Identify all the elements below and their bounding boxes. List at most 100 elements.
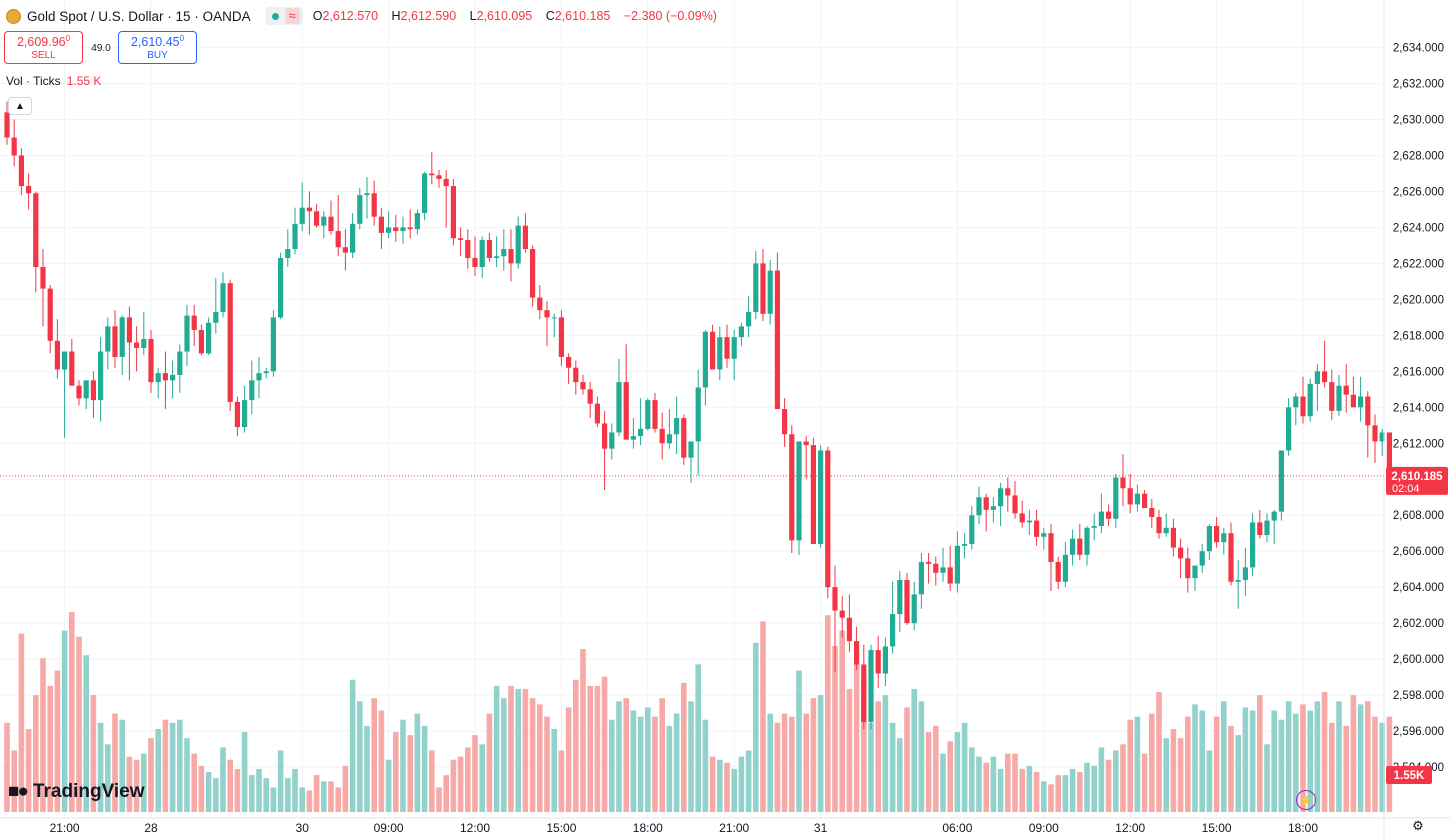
candle-body bbox=[753, 263, 759, 312]
candle-body bbox=[278, 258, 284, 318]
candle-body bbox=[875, 650, 881, 674]
volume-bar bbox=[357, 701, 363, 812]
candle-body bbox=[767, 270, 773, 314]
grid-lines bbox=[0, 0, 1384, 818]
price-tick-label: 2,600.000 bbox=[1393, 654, 1444, 666]
gear-icon[interactable]: ⚙ bbox=[1412, 818, 1424, 833]
candle-body bbox=[940, 567, 946, 573]
time-tick-label: 12:00 bbox=[460, 821, 490, 835]
volume-bar bbox=[501, 698, 507, 812]
collapse-legend-button[interactable]: ▲ bbox=[8, 97, 32, 115]
candle-body bbox=[105, 326, 111, 352]
volume-bar bbox=[954, 732, 961, 812]
volume-bar bbox=[1062, 775, 1069, 812]
wave-icon[interactable]: ≈ bbox=[284, 8, 300, 24]
spread-value: 49.0 bbox=[91, 43, 111, 54]
volume-bar bbox=[270, 787, 277, 812]
volume-bar bbox=[810, 698, 817, 812]
volume-bar bbox=[47, 685, 53, 812]
candle-body bbox=[1091, 526, 1097, 528]
volume-bar bbox=[1113, 750, 1119, 812]
candle-body bbox=[443, 178, 449, 187]
candle-body bbox=[854, 641, 860, 665]
volume-bar bbox=[515, 688, 521, 812]
market-status-pill[interactable]: ≈ bbox=[264, 7, 303, 25]
price-tick-label: 2,614.000 bbox=[1393, 402, 1444, 414]
volume-bar bbox=[1257, 695, 1263, 812]
volume-bar bbox=[436, 787, 442, 812]
price-tick-label: 2,620.000 bbox=[1393, 294, 1444, 306]
volume-bar bbox=[601, 676, 608, 812]
volume-bar bbox=[738, 756, 745, 812]
candle-body bbox=[1098, 511, 1104, 527]
candle-body bbox=[479, 240, 485, 268]
volume-legend-value: 1.55 K bbox=[66, 74, 102, 88]
volume-bar bbox=[666, 725, 673, 812]
open-value: 2,612.570 bbox=[322, 9, 379, 23]
volume-bar bbox=[969, 747, 975, 812]
volume-bar bbox=[321, 781, 327, 812]
volume-bar bbox=[781, 713, 788, 812]
candle-body bbox=[724, 337, 730, 359]
buy-button[interactable]: 2,610.450 BUY bbox=[118, 31, 197, 64]
candle-body bbox=[26, 186, 32, 194]
candle-body bbox=[926, 561, 932, 564]
time-axis[interactable]: 21:00 28 30 09:00 12:00 15:00 18:00 21:00 31 06:0… bbox=[0, 817, 1450, 835]
price-tick-label: 2,608.000 bbox=[1393, 510, 1444, 522]
price-axis[interactable]: 2,634.000 2,632.000 2,630.000 2,628.000 2,62… bbox=[1383, 0, 1448, 838]
candle-body bbox=[458, 238, 464, 241]
time-tick-label: 21:00 bbox=[50, 821, 80, 835]
volume-bar bbox=[198, 765, 205, 812]
volume-bar bbox=[11, 750, 17, 812]
price-tick-label: 2,626.000 bbox=[1393, 186, 1444, 198]
candle-body bbox=[242, 400, 248, 428]
price-tick-label: 2,618.000 bbox=[1393, 330, 1444, 342]
candle-body bbox=[1156, 517, 1162, 534]
candle-body bbox=[393, 227, 399, 232]
candle-body bbox=[652, 400, 658, 429]
candle-body bbox=[918, 561, 924, 595]
candle-body bbox=[1278, 450, 1284, 512]
candle-body bbox=[263, 371, 269, 374]
candle-body bbox=[580, 382, 586, 390]
candle-body bbox=[882, 646, 888, 674]
candle-body bbox=[616, 382, 622, 433]
volume-bar bbox=[112, 713, 118, 812]
volume-bar bbox=[522, 688, 529, 812]
candle-body bbox=[630, 436, 636, 440]
sell-button[interactable]: 2,609.960 SELL bbox=[4, 31, 83, 64]
candles bbox=[4, 101, 1392, 730]
tradingview-logo[interactable]: ■● TradingView bbox=[8, 781, 145, 803]
candle-body bbox=[890, 614, 896, 647]
candle-body bbox=[1084, 527, 1090, 555]
volume-bar bbox=[155, 728, 161, 812]
candle-body bbox=[717, 337, 723, 370]
candle-body bbox=[1012, 495, 1018, 514]
candle-body bbox=[177, 351, 183, 375]
volume-bar bbox=[983, 762, 989, 812]
lightning-icon[interactable]: ⚡ bbox=[1296, 790, 1316, 810]
volume-bar bbox=[1012, 753, 1018, 812]
candle-body bbox=[530, 249, 536, 298]
candle-body bbox=[472, 258, 478, 268]
candle-body bbox=[429, 173, 435, 176]
volume-bar bbox=[1185, 716, 1191, 812]
volume-bar bbox=[263, 778, 269, 812]
chevron-up-icon: ▲ bbox=[15, 100, 25, 112]
symbol-title[interactable]: Gold Spot / U.S. Dollar · 15 · OANDA bbox=[27, 8, 251, 24]
price-tick-label: 2,602.000 bbox=[1393, 618, 1444, 630]
candle-body bbox=[256, 373, 262, 381]
volume-bar bbox=[18, 633, 25, 812]
candle-body bbox=[198, 329, 204, 354]
volume-bar bbox=[1084, 762, 1090, 812]
candle-body bbox=[357, 195, 363, 224]
volume-bar bbox=[868, 722, 874, 812]
candle-body bbox=[947, 567, 953, 584]
volume-legend-label[interactable]: Vol · Ticks bbox=[6, 74, 61, 88]
time-tick-label: 31 bbox=[814, 821, 828, 835]
volume-bar bbox=[609, 719, 615, 812]
candle-body bbox=[112, 326, 118, 357]
candle-body bbox=[364, 193, 370, 196]
candle-body bbox=[206, 322, 212, 354]
